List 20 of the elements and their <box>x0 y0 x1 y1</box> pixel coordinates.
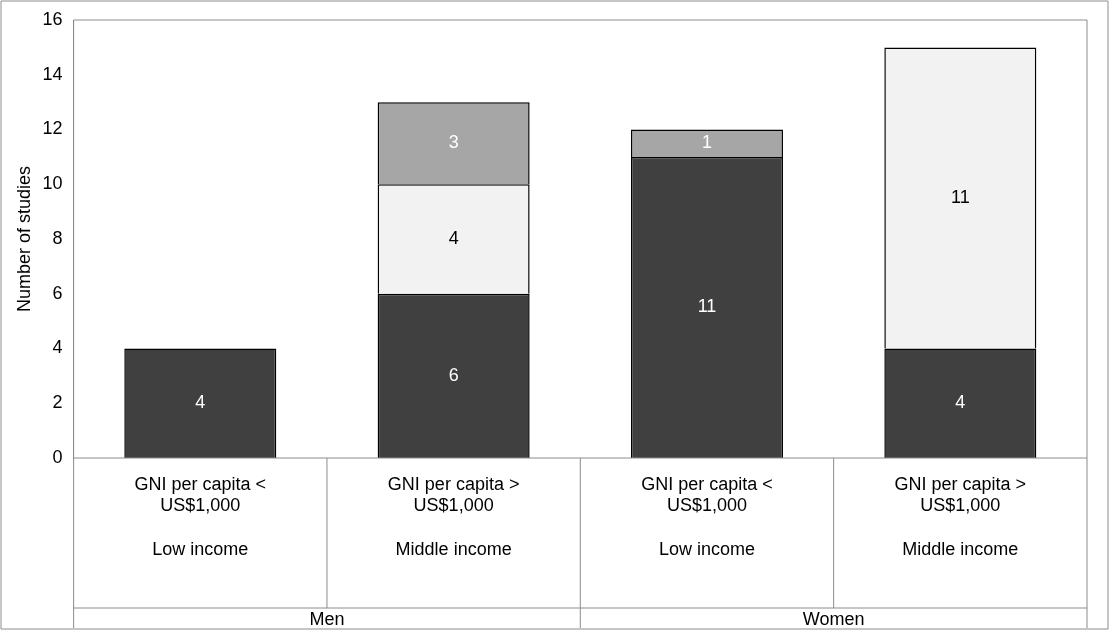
data-label: 4 <box>955 392 966 413</box>
text: Men <box>309 608 345 629</box>
y-axis-title: Number of studies <box>13 165 34 313</box>
y-tick-label: 12 <box>42 118 63 139</box>
text: Women <box>802 608 865 629</box>
data-label: 1 <box>701 132 712 153</box>
data-label: 3 <box>448 132 459 153</box>
data-label: 4 <box>195 392 206 413</box>
y-tick-label: 0 <box>52 446 63 467</box>
y-tick-label: 2 <box>52 392 63 413</box>
data-label: 11 <box>697 296 717 317</box>
y-tick-label: 14 <box>42 63 63 84</box>
data-label: 11 <box>950 186 970 207</box>
y-tick-label: 6 <box>52 282 63 303</box>
data-label: 6 <box>448 364 459 385</box>
y-tick-label: 4 <box>52 337 63 358</box>
y-tick-label: 8 <box>52 227 63 248</box>
data-label: 4 <box>448 227 459 248</box>
y-tick-label: 16 <box>42 8 63 29</box>
y-tick-label: 10 <box>42 173 63 194</box>
